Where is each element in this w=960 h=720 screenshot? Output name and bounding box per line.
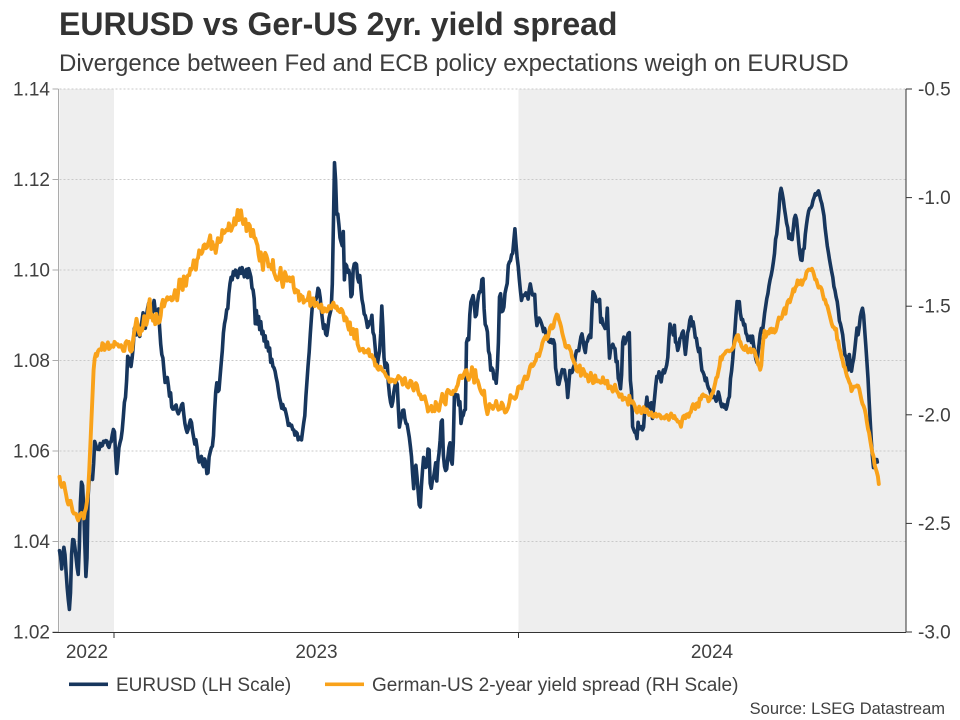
svg-text:-0.5: -0.5 xyxy=(918,80,951,101)
svg-text:-1.0: -1.0 xyxy=(918,188,951,209)
svg-text:2022: 2022 xyxy=(66,642,108,663)
svg-text:German-US 2-year yield spread: German-US 2-year yield spread (RH Scale) xyxy=(372,675,738,696)
svg-text:1.04: 1.04 xyxy=(13,532,50,553)
svg-text:1.10: 1.10 xyxy=(13,261,50,282)
svg-text:-3.0: -3.0 xyxy=(918,623,951,644)
svg-text:Divergence between Fed and ECB: Divergence between Fed and ECB policy ex… xyxy=(59,50,849,77)
svg-text:Source: LSEG Datastream: Source: LSEG Datastream xyxy=(750,700,945,718)
svg-text:2024: 2024 xyxy=(691,642,734,663)
svg-text:1.14: 1.14 xyxy=(13,80,50,101)
svg-text:1.02: 1.02 xyxy=(13,623,50,644)
svg-text:-2.5: -2.5 xyxy=(918,514,951,535)
svg-text:1.08: 1.08 xyxy=(13,351,50,372)
svg-text:-2.0: -2.0 xyxy=(918,405,951,426)
svg-text:-1.5: -1.5 xyxy=(918,297,951,318)
svg-text:1.12: 1.12 xyxy=(13,170,50,191)
svg-text:2023: 2023 xyxy=(295,642,337,663)
svg-text:EURUSD (LH Scale): EURUSD (LH Scale) xyxy=(116,675,291,696)
svg-text:1.06: 1.06 xyxy=(13,442,50,463)
svg-text:EURUSD vs Ger-US 2yr. yield sp: EURUSD vs Ger-US 2yr. yield spread xyxy=(59,6,617,42)
